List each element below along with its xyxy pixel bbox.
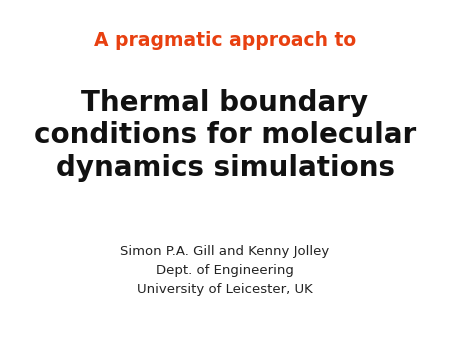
Text: Thermal boundary
conditions for molecular
dynamics simulations: Thermal boundary conditions for molecula… (34, 89, 416, 182)
Text: Simon P.A. Gill and Kenny Jolley
Dept. of Engineering
University of Leicester, U: Simon P.A. Gill and Kenny Jolley Dept. o… (121, 245, 329, 296)
Text: A pragmatic approach to: A pragmatic approach to (94, 31, 356, 50)
